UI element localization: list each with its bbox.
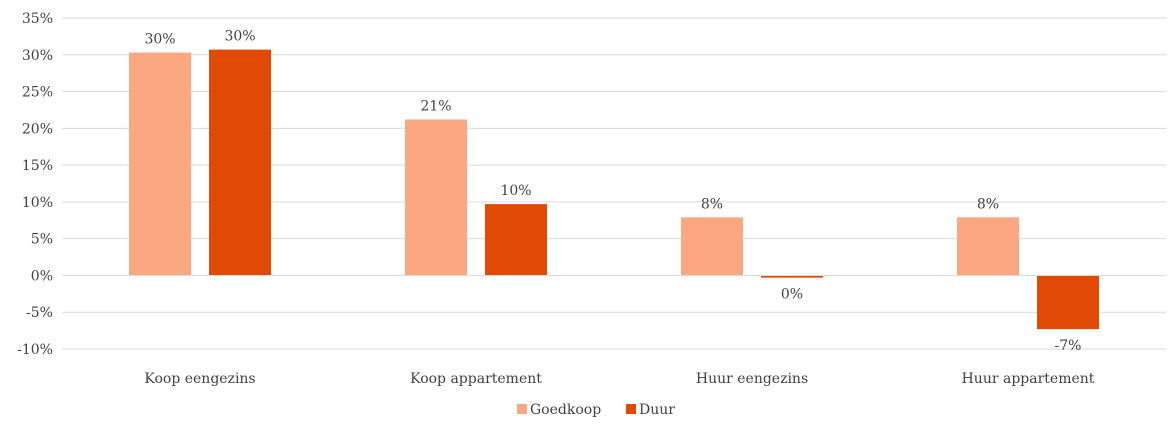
y-tick-label: 15% [22, 158, 53, 174]
category-label: Huur appartement [962, 371, 1095, 387]
y-tick-label: 35% [22, 11, 53, 27]
legend-swatch-duur [626, 404, 636, 414]
y-tick-label: 30% [22, 48, 53, 64]
bar-goedkoop-1 [129, 52, 191, 276]
y-tick-label: 5% [31, 232, 53, 248]
bar-duur-1 [209, 49, 271, 276]
data-labels: 30% 30% 21% 10% 8% 0% 8% -7% [144, 29, 1081, 355]
data-label: 21% [420, 99, 451, 115]
legend-label-goedkoop: Goedkoop [530, 402, 601, 418]
bar-duur-3 [761, 275, 823, 278]
y-tick-label: -10% [17, 342, 53, 358]
category-label: Koop eengezins [144, 371, 255, 387]
category-label: Huur eengezins [696, 371, 808, 387]
legend-swatch-goedkoop [517, 404, 527, 414]
category-label: Koop appartement [410, 371, 542, 387]
data-label: 8% [701, 196, 723, 212]
y-tick-label: 25% [22, 85, 53, 101]
legend-label-duur: Duur [639, 402, 675, 418]
data-label: 0% [781, 287, 803, 303]
legend: Goedkoop Duur [517, 402, 675, 418]
y-axis-ticks: 35% 30% 25% 20% 15% 10% 5% 0% -5% -10% [17, 11, 53, 358]
bar-duur-4 [1037, 275, 1099, 330]
bar-goedkoop-4 [957, 217, 1019, 276]
bar-duur-2 [485, 204, 547, 276]
bar-goedkoop-2 [405, 119, 467, 276]
data-label: -7% [1055, 338, 1082, 354]
bars [129, 49, 1099, 330]
bar-goedkoop-3 [681, 217, 743, 276]
data-label: 10% [500, 183, 531, 199]
data-label: 30% [224, 29, 255, 45]
x-axis-categories: Koop eengezins Koop appartement Huur eenge… [144, 371, 1094, 387]
y-tick-label: -5% [26, 305, 53, 321]
data-label: 30% [144, 32, 175, 48]
y-tick-label: 20% [22, 121, 53, 137]
y-tick-label: 0% [31, 268, 53, 284]
data-label: 8% [977, 196, 999, 212]
y-tick-label: 10% [22, 195, 53, 211]
